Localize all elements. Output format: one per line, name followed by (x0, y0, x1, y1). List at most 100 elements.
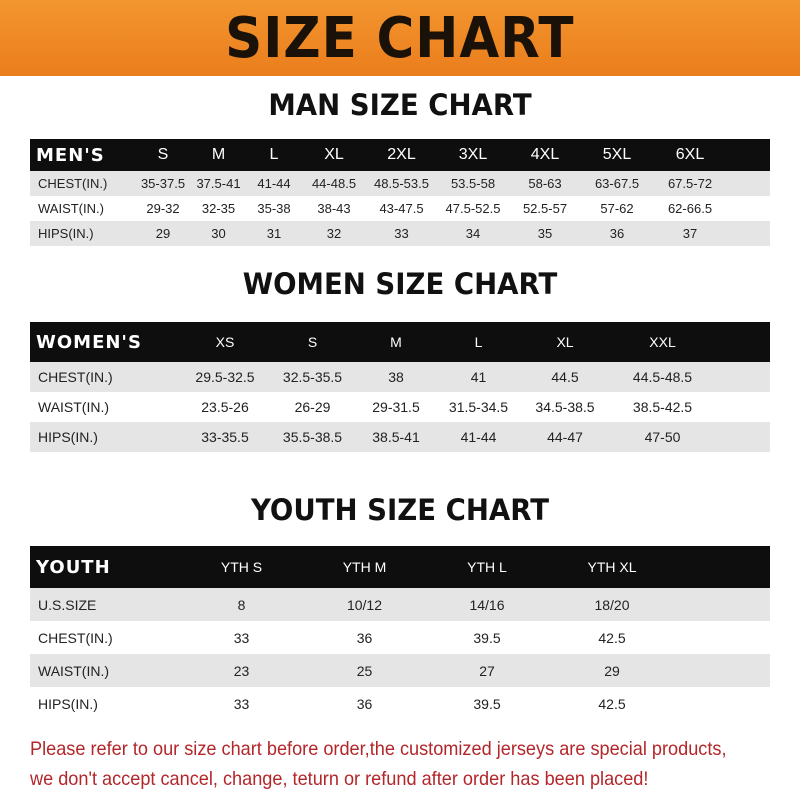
table-cell: 43-47.5 (379, 201, 424, 216)
table-cell: 36 (356, 695, 373, 712)
table-cell: 26-29 (294, 399, 331, 415)
table-cell: 29-31.5 (372, 399, 420, 415)
row-label: WAIST(IN.) (38, 399, 110, 415)
table-title-cell: WOMEN'S (36, 331, 142, 353)
size-header: S (157, 146, 169, 163)
notice-line: Please refer to our size chart before or… (30, 738, 727, 760)
table-cell: 44-47 (547, 429, 583, 445)
table-cell: 44.5-48.5 (632, 369, 693, 385)
table-cell: 33 (233, 629, 250, 646)
table-cell: 32.5-35.5 (282, 369, 343, 385)
table-cell: 36 (356, 629, 373, 646)
size-header: YTH XL (587, 559, 637, 575)
notice-line: we don't accept cancel, change, teturn o… (30, 768, 649, 790)
size-header: XXL (649, 334, 676, 350)
table-cell: 44.5 (551, 369, 579, 385)
table-title-cell: YOUTH (36, 556, 111, 578)
size-header: YTH S (220, 559, 263, 575)
size-header: 4XL (530, 146, 560, 163)
table-cell: 33-35.5 (201, 429, 249, 445)
table-cell: 38-43 (317, 201, 351, 216)
size-header: YTH L (467, 559, 507, 575)
table-cell: 41-44 (257, 176, 291, 191)
table-cell: 47.5-52.5 (445, 201, 501, 216)
row-label: HIPS(IN.) (38, 429, 98, 445)
table-row: WAIST(IN.) 23 25 27 29 (30, 654, 770, 687)
table-cell: 38.5-42.5 (632, 399, 693, 415)
table-header-row: WOMEN'S XS S M L XL XXL (30, 322, 770, 362)
table-cell: 41 (470, 369, 487, 385)
size-header: XL (324, 146, 344, 163)
row-label: WAIST(IN.) (38, 201, 104, 216)
table-cell: 52.5-57 (522, 201, 568, 216)
table-cell: 58-63 (528, 176, 562, 191)
table-header-row: MEN'S S M L XL 2XL 3XL 4XL 5XL 6XL (30, 139, 770, 171)
table-cell: 33 (233, 695, 250, 712)
size-header: 3XL (458, 146, 488, 163)
table-row: WAIST(IN.) 29-32 32-35 35-38 38-43 43-47.5 47.… (30, 196, 770, 221)
table-cell: 67.5-72 (667, 176, 713, 191)
table-cell: 31 (266, 226, 282, 241)
women-section-title: WOMEN SIZE CHART (242, 267, 558, 301)
row-label: CHEST(IN.) (38, 176, 108, 191)
table-cell: 27 (479, 662, 495, 679)
table-row: CHEST(IN.) 33 36 39.5 42.5 (30, 621, 770, 654)
table-cell: 34 (465, 226, 481, 241)
table-cell: 33 (394, 226, 409, 241)
table-cell: 57-62 (600, 201, 634, 216)
table-cell: 23 (233, 662, 250, 679)
size-header: S (307, 334, 318, 350)
size-header: L (474, 334, 483, 350)
table-cell: 25 (356, 662, 373, 679)
table-cell: 48.5-53.5 (374, 176, 429, 191)
table-row: HIPS(IN.) 29 30 31 32 33 34 35 36 37 (30, 221, 770, 246)
size-header: XL (556, 334, 574, 350)
table-cell: 29-32 (146, 201, 180, 216)
table-row: CHEST(IN.) 35-37.5 37.5-41 41-44 44-48.5 48.5… (30, 171, 770, 196)
table-cell: 38.5-41 (372, 429, 420, 445)
women-size-table: WOMEN'S XS S M L XL XXL CHEST(IN.) 29.5-32.5 32.5… (30, 322, 770, 452)
table-cell: 36 (609, 226, 625, 241)
size-header: L (269, 146, 279, 163)
table-cell: 53.5-58 (450, 176, 496, 191)
table-cell: 29 (155, 226, 171, 241)
youth-size-table: YOUTH YTH S YTH M YTH L YTH XL U.S.SIZE 8 10/12… (30, 546, 770, 720)
table-cell: 14/16 (469, 596, 505, 613)
table-cell: 23.5-26 (201, 399, 249, 415)
table-cell: 37 (682, 226, 698, 241)
table-title-cell: MEN'S (36, 144, 105, 166)
size-header: XS (215, 334, 235, 350)
youth-section-title: YOUTH SIZE CHART (250, 493, 550, 527)
table-cell: 42.5 (598, 695, 626, 712)
title-banner: SIZE CHART (0, 0, 800, 76)
table-cell: 30 (211, 226, 226, 241)
table-cell: 35-37.5 (140, 176, 186, 191)
size-header: YTH M (342, 559, 387, 575)
table-row: WAIST(IN.) 23.5-26 26-29 29-31.5 31.5-34.5 34… (30, 392, 770, 422)
page-title: SIZE CHART (225, 5, 575, 71)
table-cell: 41-44 (460, 429, 497, 445)
row-label: CHEST(IN.) (38, 369, 113, 385)
size-header: M (211, 146, 226, 163)
table-row: HIPS(IN.) 33 36 39.5 42.5 (30, 687, 770, 720)
table-row: HIPS(IN.) 33-35.5 35.5-38.5 38.5-41 41-44 44-… (30, 422, 770, 452)
table-cell: 29.5-32.5 (195, 369, 255, 385)
size-header: 2XL (387, 146, 416, 163)
table-cell: 47-50 (644, 429, 681, 445)
table-cell: 32 (326, 226, 342, 241)
size-header: 5XL (602, 146, 632, 163)
table-cell: 31.5-34.5 (448, 399, 509, 415)
table-cell: 10/12 (346, 596, 383, 613)
row-label: HIPS(IN.) (38, 695, 98, 712)
size-header: M (390, 334, 402, 350)
row-label: HIPS(IN.) (38, 226, 94, 241)
table-cell: 8 (237, 596, 246, 613)
row-label: CHEST(IN.) (38, 629, 113, 646)
table-row: U.S.SIZE 8 10/12 14/16 18/20 (30, 588, 770, 621)
table-cell: 32-35 (201, 201, 236, 216)
table-cell: 29 (604, 662, 620, 679)
table-cell: 18/20 (594, 596, 630, 613)
size-header: 6XL (675, 146, 705, 163)
table-cell: 42.5 (598, 629, 626, 646)
table-cell: 37.5-41 (196, 176, 241, 191)
